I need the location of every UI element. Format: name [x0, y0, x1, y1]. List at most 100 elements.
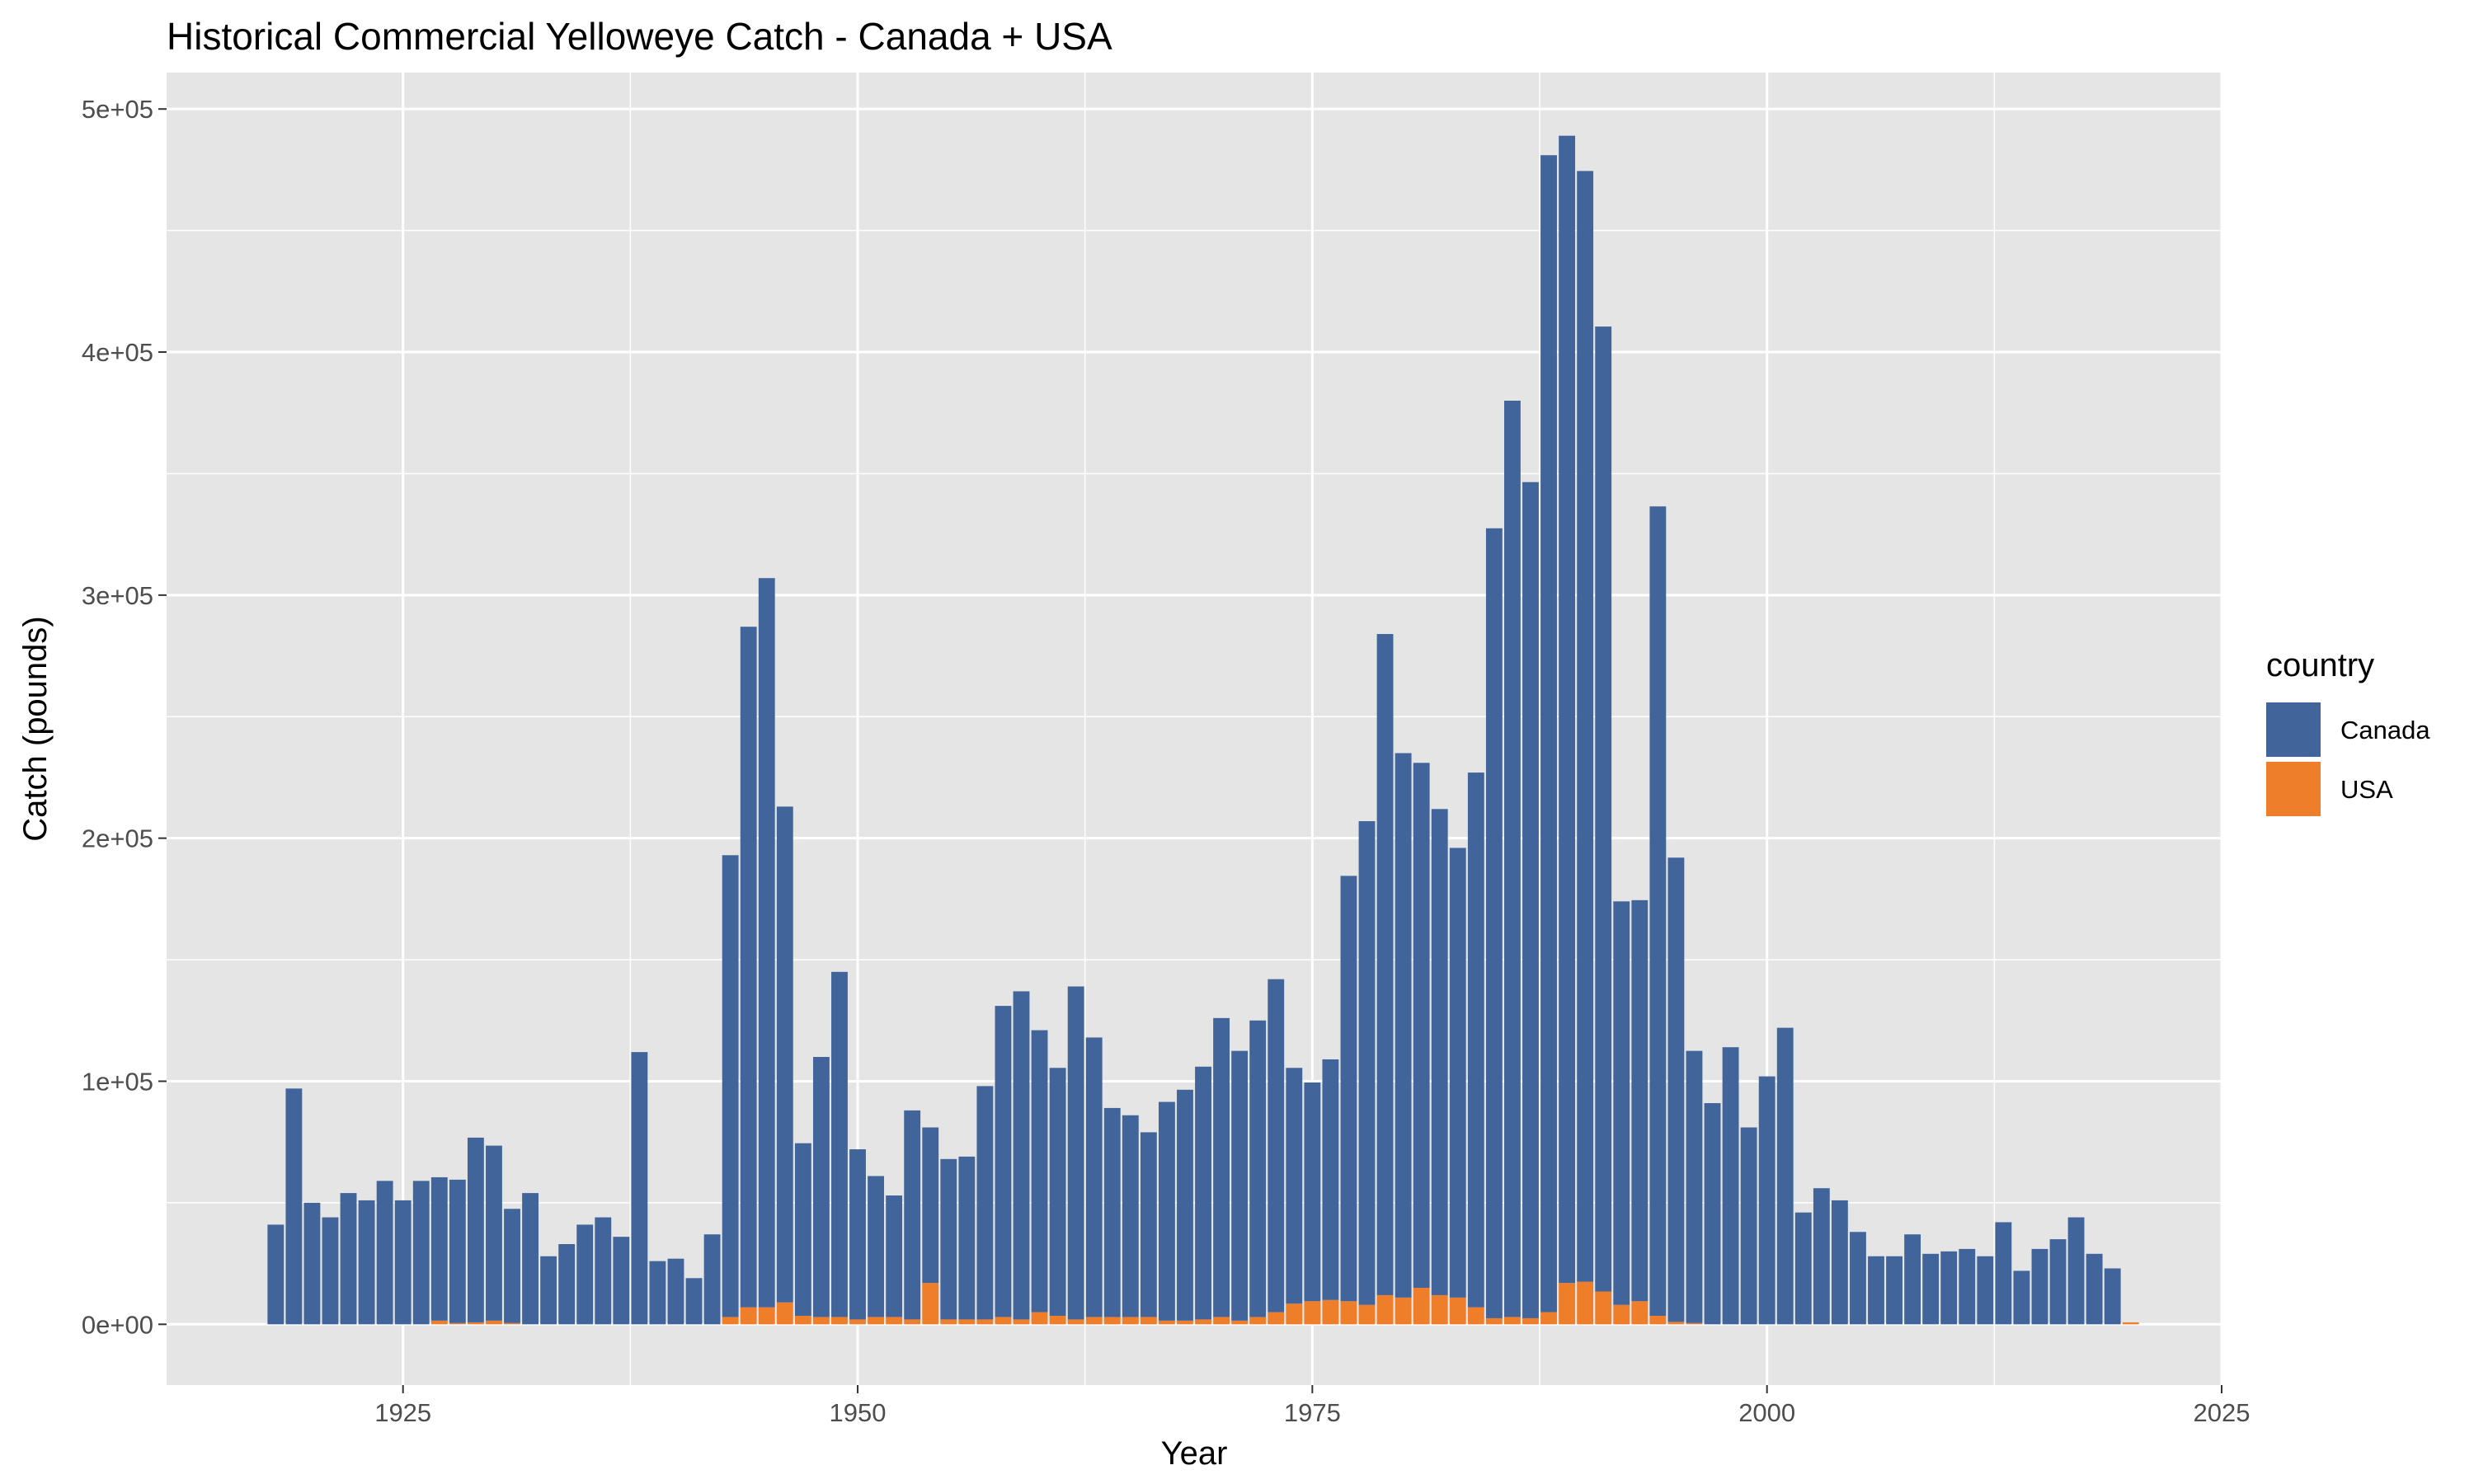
bar-usa-1954 — [922, 1283, 939, 1325]
bar-canada-1970 — [1213, 1017, 1230, 1317]
bar-canada-1965 — [1122, 1115, 1139, 1317]
bar-canada-1987 — [1522, 481, 1539, 1318]
bar-canada-1952 — [886, 1195, 903, 1317]
bar-canada-1941 — [685, 1278, 703, 1325]
bar-canada-1971 — [1231, 1050, 1249, 1321]
bar-usa-1960 — [1031, 1312, 1048, 1325]
bar-usa-1987 — [1522, 1317, 1539, 1325]
bar-usa-1947 — [794, 1315, 811, 1325]
bar-canada-1920 — [303, 1202, 321, 1325]
bar-usa-1931 — [504, 1322, 520, 1325]
bar-canada-2008 — [1904, 1234, 1921, 1325]
bar-canada-1975 — [1304, 1082, 1321, 1302]
x-tick-label: 1975 — [1284, 1398, 1341, 1427]
bar-canada-1928 — [449, 1179, 466, 1323]
bar-usa-1985 — [1485, 1317, 1503, 1325]
bar-canada-1951 — [868, 1176, 884, 1317]
bar-canada-1998 — [1722, 1047, 1739, 1325]
bar-canada-1985 — [1485, 528, 1503, 1318]
bar-canada-2018 — [2086, 1253, 2103, 1325]
bar-canada-2009 — [1922, 1253, 1940, 1325]
bar-usa-1984 — [1467, 1307, 1484, 1325]
bar-canada-1943 — [722, 855, 739, 1317]
bar-usa-1949 — [831, 1317, 848, 1325]
bar-usa-1929 — [467, 1322, 484, 1325]
bar-usa-1956 — [958, 1319, 976, 1325]
bar-usa-1986 — [1504, 1317, 1521, 1325]
bar-usa-1981 — [1413, 1288, 1430, 1325]
bar-usa-1988 — [1540, 1312, 1557, 1325]
x-tick-label: 1950 — [830, 1398, 887, 1427]
bar-usa-1944 — [740, 1307, 757, 1325]
bar-canada-1992 — [1613, 901, 1630, 1305]
y-tick-label: 0e+00 — [82, 1310, 153, 1339]
bar-usa-1950 — [849, 1319, 866, 1325]
bar-canada-1960 — [1031, 1030, 1048, 1313]
bar-canada-2010 — [1940, 1251, 1958, 1325]
plot-panel — [167, 73, 2222, 1385]
bar-canada-2001 — [1776, 1027, 1794, 1325]
bar-usa-1971 — [1231, 1320, 1249, 1325]
bar-canada-1940 — [667, 1258, 684, 1325]
bar-usa-1983 — [1449, 1297, 1466, 1325]
bar-canada-1949 — [831, 971, 848, 1317]
bar-usa-1953 — [904, 1319, 921, 1325]
x-axis-title: Year — [1161, 1435, 1228, 1472]
bar-canada-1961 — [1049, 1068, 1066, 1316]
bar-canada-1927 — [430, 1176, 448, 1321]
bar-canada-2003 — [1813, 1188, 1830, 1325]
bar-usa-1967 — [1158, 1320, 1175, 1325]
y-tick-label: 1e+05 — [82, 1067, 153, 1096]
bar-canada-1986 — [1504, 401, 1521, 1317]
bar-usa-1992 — [1613, 1304, 1630, 1325]
bar-canada-1957 — [976, 1086, 994, 1320]
bar-canada-2015 — [2031, 1248, 2048, 1325]
bar-canada-2002 — [1794, 1212, 1812, 1325]
bar-canada-1918 — [267, 1224, 285, 1325]
bar-canada-1955 — [940, 1158, 957, 1320]
bar-canada-1973 — [1268, 979, 1285, 1313]
bar-canada-2017 — [2067, 1217, 2085, 1325]
legend-key-usa — [2266, 762, 2321, 816]
bar-canada-1967 — [1158, 1101, 1175, 1321]
bar-canada-1933 — [540, 1256, 557, 1325]
bar-canada-1999 — [1740, 1127, 1757, 1325]
bar-canada-2006 — [1868, 1256, 1884, 1325]
bar-canada-1934 — [558, 1244, 576, 1325]
y-tick-label: 5e+05 — [82, 95, 153, 124]
bar-usa-1948 — [812, 1317, 830, 1325]
bar-usa-1930 — [486, 1320, 502, 1325]
bar-canada-1946 — [776, 806, 793, 1303]
bar-usa-1961 — [1049, 1315, 1066, 1325]
bar-usa-1989 — [1559, 1283, 1576, 1325]
bar-canada-1972 — [1249, 1020, 1267, 1317]
y-axis-title: Catch (pounds) — [17, 616, 54, 841]
bar-canada-1964 — [1103, 1107, 1121, 1317]
x-axis: 1925 1950 1975 2000 2025 — [374, 1385, 2250, 1427]
bar-canada-1942 — [703, 1234, 721, 1325]
bar-usa-1974 — [1286, 1303, 1303, 1325]
bar-canada-2000 — [1758, 1076, 1776, 1325]
bar-canada-1982 — [1431, 809, 1448, 1295]
bar-canada-2011 — [1959, 1248, 1976, 1325]
y-tick-label: 3e+05 — [82, 581, 153, 610]
bar-canada-1994 — [1649, 506, 1667, 1316]
bar-usa-1943 — [722, 1317, 739, 1325]
bar-canada-1922 — [340, 1193, 357, 1325]
bar-canada-1944 — [740, 627, 757, 1308]
bar-canada-1969 — [1195, 1066, 1211, 1320]
bar-usa-1962 — [1067, 1319, 1084, 1325]
bar-canada-2004 — [1831, 1200, 1848, 1325]
bar-canada-1926 — [412, 1181, 430, 1325]
bar-canada-1936 — [595, 1217, 612, 1325]
bar-usa-1952 — [886, 1317, 903, 1325]
bar-canada-1924 — [376, 1181, 393, 1325]
bar-usa-1963 — [1085, 1317, 1103, 1325]
bar-canada-1996 — [1686, 1050, 1703, 1323]
bar-canada-1979 — [1376, 634, 1394, 1295]
bar-usa-1928 — [449, 1322, 466, 1325]
bar-usa-1990 — [1577, 1281, 1594, 1325]
bar-usa-2020 — [2122, 1322, 2139, 1325]
bar-canada-1959 — [1013, 991, 1030, 1320]
bar-usa-1993 — [1631, 1301, 1649, 1325]
